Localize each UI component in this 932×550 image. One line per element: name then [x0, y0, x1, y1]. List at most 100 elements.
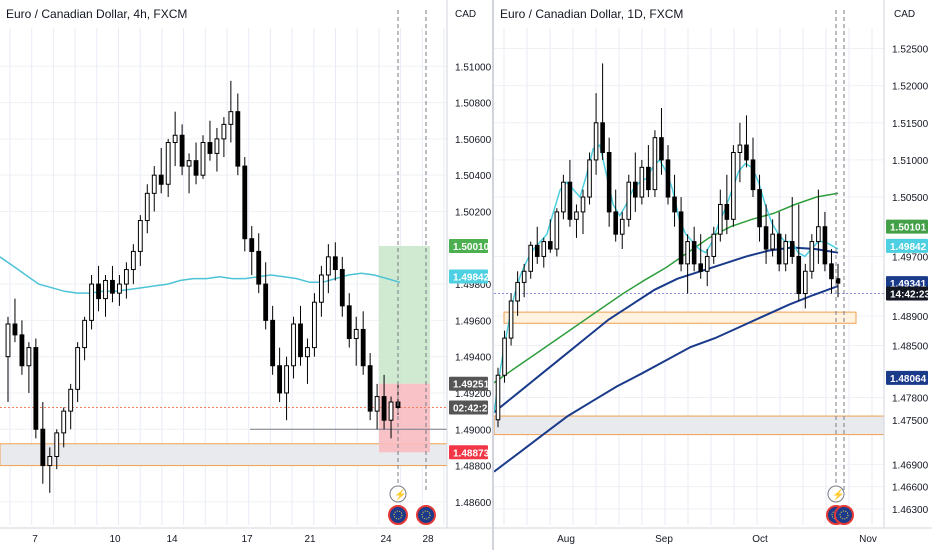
chart-1d-background [494, 0, 932, 550]
r-price-tick-label: 1.51500 [892, 119, 929, 130]
chart-4h-currency-label: CAD [455, 9, 476, 20]
candle-body [186, 160, 192, 167]
candle-body [228, 111, 234, 125]
candle-body [144, 192, 150, 222]
flag-icon-stars [839, 510, 849, 520]
candle-body [515, 281, 520, 302]
candle-body [822, 226, 828, 265]
l-time-tick-label: 10 [109, 534, 121, 545]
candle-body [619, 218, 625, 235]
chart-1d-event-icons[interactable]: ⚡ [826, 10, 854, 525]
candle-body [580, 196, 586, 213]
candle-body [613, 211, 618, 235]
candle-body [137, 220, 143, 252]
chart-1d-time-axis[interactable]: Aug Sep Oct Nov [494, 527, 932, 545]
r-time-tick-label: Aug [557, 534, 575, 545]
chart-4h-svg[interactable]: 1.51000 1.50800 1.50600 1.50400 1.50200 1.498… [0, 0, 492, 550]
chart-1d-price-axis[interactable]: 1.52500 1.52000 1.51500 1.51000 1.50500 1.497… [883, 0, 932, 550]
r-price-tick-label: 1.48500 [892, 342, 929, 353]
candle-body [367, 365, 373, 412]
r-price-tick-label: 1.51000 [892, 156, 929, 167]
flag-icon-stars [421, 510, 431, 520]
l-price-tick-label: 1.50200 [455, 207, 492, 218]
l-time-tick-label: 17 [241, 534, 253, 545]
candle-body [672, 196, 677, 213]
candle-body [256, 250, 262, 285]
candle-body [249, 238, 255, 252]
flash-icon [389, 485, 407, 503]
candle-body [776, 233, 782, 265]
candle-body [242, 165, 248, 240]
candle-body [593, 122, 599, 161]
candle-body [26, 347, 32, 367]
candle-body [508, 300, 514, 339]
r-price-tick-label: 1.47800 [892, 394, 929, 405]
candle-body [652, 137, 658, 191]
candle-body [339, 269, 345, 307]
price-tag-label: 1.48873 [453, 448, 490, 459]
price-tag-label: 1.50101 [890, 223, 927, 234]
price-tag-box [449, 269, 488, 284]
price-tag-label: 1.48064 [890, 374, 927, 385]
chart-1d-candles [495, 63, 841, 428]
candle-body [200, 142, 206, 176]
price-tag-label: 1.49842 [453, 272, 490, 283]
r-price-tick-label: 1.52000 [892, 82, 929, 93]
candle-body [724, 203, 730, 220]
chart-4h-price-tags: 1.50010 1.49842 1.49251 02:42:23 1.48873 [449, 238, 492, 460]
candle-body [68, 388, 74, 412]
r-price-tick-label: 1.49700 [892, 252, 929, 263]
price-tag-box [449, 376, 488, 391]
candle-body [626, 181, 632, 220]
flash-icon [827, 485, 845, 503]
candle-body [235, 111, 241, 167]
candle-body [750, 159, 756, 191]
candle-body [214, 138, 220, 154]
candle-body [270, 319, 276, 367]
l-price-tick-label: 1.50800 [455, 99, 492, 110]
price-tag-box [449, 445, 488, 460]
chart-1d-svg[interactable]: 1.52500 1.52000 1.51500 1.51000 1.50500 1.497… [494, 0, 932, 550]
candle-body [291, 323, 296, 367]
candle-body [495, 374, 501, 421]
price-tag-box [886, 286, 928, 301]
price-tag-box [449, 238, 488, 253]
chart-4h-event-icons[interactable]: ⚡ [388, 10, 436, 525]
candle-body [528, 244, 533, 272]
candle-body [633, 181, 638, 198]
candle-body [567, 181, 573, 220]
candle-body [193, 160, 199, 176]
candle-body [835, 278, 841, 284]
l-price-tick-label: 1.49600 [455, 316, 492, 327]
price-tag-label: 1.49341 [890, 279, 927, 290]
candle-body [744, 144, 749, 161]
candle-body [346, 305, 352, 340]
l-price-tick-label: 1.49200 [455, 389, 492, 400]
candle-body [639, 166, 645, 198]
candle-body [158, 174, 164, 185]
flag-icon [834, 505, 854, 525]
chart-4h-time-axis[interactable]: 7 10 14 17 21 24 28 [0, 527, 492, 545]
candle-body [75, 347, 81, 390]
candle-body [360, 328, 366, 367]
candle-body [172, 134, 178, 144]
candle-body [574, 211, 579, 220]
pane-divider[interactable] [492, 0, 494, 550]
r-price-axis-bg [884, 0, 932, 550]
candle-body [502, 337, 507, 376]
candle-body [207, 142, 213, 154]
candle-body [130, 250, 136, 271]
long-position-stop-zone [379, 383, 430, 453]
l-price-tick-label: 1.51000 [455, 62, 492, 73]
candle-body [704, 255, 710, 272]
price-tag-box [886, 370, 928, 385]
candle-body [659, 137, 664, 161]
r-price-tick-label: 1.46300 [892, 505, 929, 516]
candle-body [12, 323, 18, 336]
candle-body [298, 323, 303, 358]
chart-1d-pane[interactable]: 1.52500 1.52000 1.51500 1.51000 1.50500 1.497… [494, 0, 932, 550]
candle-body [33, 347, 39, 430]
candle-body [803, 270, 808, 295]
price-tag-label: 1.49251 [453, 380, 490, 391]
chart-4h-pane[interactable]: 1.51000 1.50800 1.50600 1.50400 1.50200 1.498… [0, 0, 492, 550]
